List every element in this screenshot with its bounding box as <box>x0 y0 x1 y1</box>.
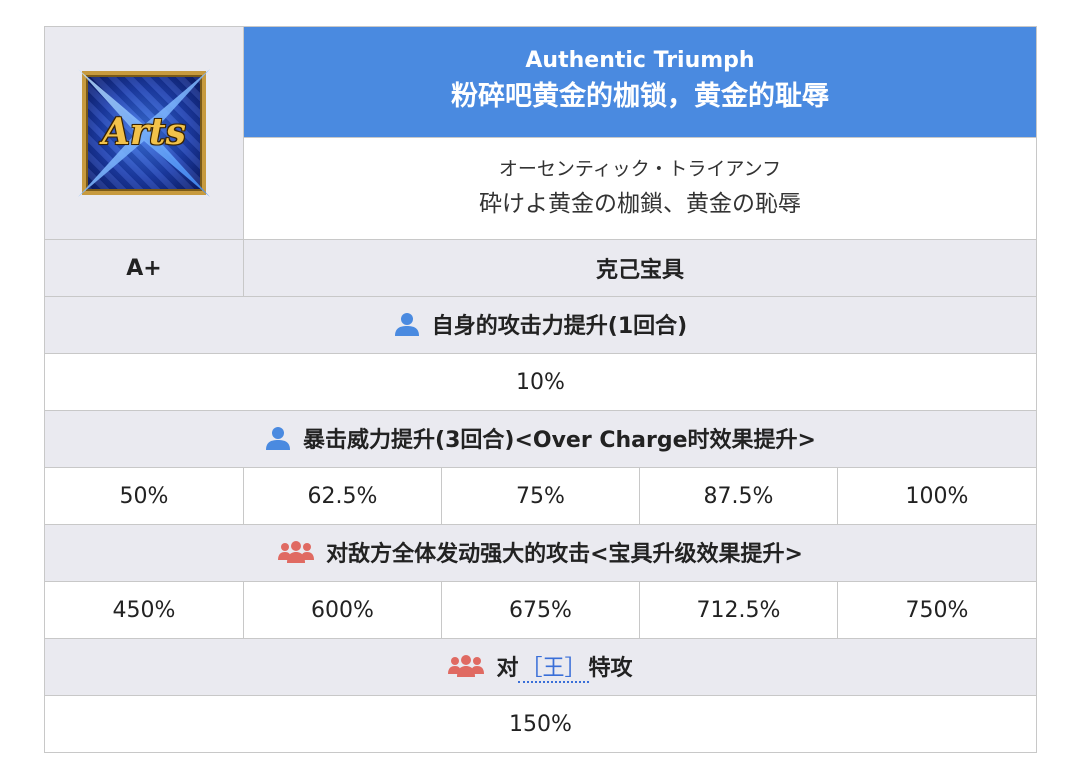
arts-card-icon: Arts <box>74 63 214 203</box>
effect-value: 150% <box>44 695 1037 753</box>
effect-header-aoe-attack: 对敌方全体发动强大的攻击<宝具升级效果提升> <box>44 524 1037 582</box>
np-name-jp: 砕けよ黄金の枷鎖、黄金の恥辱 <box>479 190 801 217</box>
effect-value: 50% <box>44 467 244 525</box>
effect-text-suffix: 特攻 <box>588 656 633 681</box>
effect-value: 62.5% <box>243 467 442 525</box>
np-jp-cell: オーセンティック・トライアンフ 砕けよ黄金の枷鎖、黄金の恥辱 <box>243 137 1037 240</box>
arts-card-label: Arts <box>102 111 186 153</box>
effect-value: 675% <box>441 581 640 639</box>
effect-text-prefix: 对 <box>496 656 519 681</box>
effect-value: 750% <box>837 581 1037 639</box>
effect-header-attack-up: 自身的攻击力提升(1回合) <box>44 296 1037 354</box>
person-icon <box>394 312 419 336</box>
np-title-cell: Authentic Triumph 粉碎吧黄金的枷锁，黄金的耻辱 <box>243 26 1037 138</box>
effect-header-crit-up: 暴击威力提升(3回合)<Over Charge时效果提升> <box>44 410 1037 468</box>
effect-header-special-attack: 对［王］特攻 <box>44 638 1037 696</box>
effect-value: 600% <box>243 581 442 639</box>
np-name-en: Authentic Triumph <box>525 48 755 73</box>
person-icon <box>266 426 291 450</box>
effect-text: 暴击威力提升(3回合)<Over Charge时效果提升> <box>303 427 816 453</box>
effect-text: 对敌方全体发动强大的攻击<宝具升级效果提升> <box>326 542 803 567</box>
np-reading-jp: オーセンティック・トライアンフ <box>498 157 782 180</box>
np-name-cn: 粉碎吧黄金的枷锁，黄金的耻辱 <box>451 81 829 112</box>
effect-text: 自身的攻击力提升(1回合) <box>431 313 688 339</box>
effect-value: 75% <box>441 467 640 525</box>
group-icon <box>448 655 485 677</box>
group-icon <box>278 541 315 563</box>
np-rank: A+ <box>44 239 244 297</box>
effect-value: 712.5% <box>639 581 838 639</box>
effect-value: 87.5% <box>639 467 838 525</box>
card-type-cell: Arts <box>44 26 244 240</box>
noble-phantasm-table: Arts Authentic Triumph 粉碎吧黄金的枷锁，黄金的耻辱 オー… <box>44 26 1037 753</box>
effect-value: 10% <box>44 353 1037 411</box>
arts-cross-icon <box>78 69 210 197</box>
effect-value: 450% <box>44 581 244 639</box>
np-type: 克己宝具 <box>243 239 1037 297</box>
effect-value: 100% <box>837 467 1037 525</box>
trait-king-link[interactable]: ［王］ <box>518 656 589 683</box>
